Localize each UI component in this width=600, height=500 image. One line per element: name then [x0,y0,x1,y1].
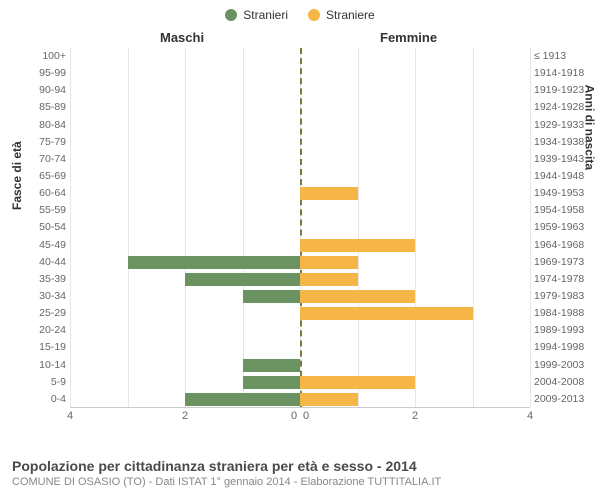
age-label: 75-79 [6,134,66,151]
birth-year-label: ≤ 1913 [534,48,600,65]
age-row: 90-941919-1923 [70,82,530,99]
age-label: 85-89 [6,99,66,116]
age-row: 50-541959-1963 [70,219,530,236]
birth-year-label: 1989-1993 [534,322,600,339]
age-label: 45-49 [6,237,66,254]
chart-container: Stranieri Straniere Maschi Femmine Fasce… [0,0,600,500]
birth-year-label: 1979-1983 [534,288,600,305]
bar-male [128,256,301,269]
legend-item-female: Straniere [308,8,375,22]
age-row: 40-441969-1973 [70,254,530,271]
birth-year-label: 1984-1988 [534,305,600,322]
birth-year-label: 1974-1978 [534,271,600,288]
chart-title: Popolazione per cittadinanza straniera p… [12,458,588,474]
age-row: 60-641949-1953 [70,185,530,202]
x-tick: 2 [412,410,418,422]
age-row: 55-591954-1958 [70,202,530,219]
birth-year-label: 1939-1943 [534,151,600,168]
bar-female [300,393,358,406]
birth-year-label: 1924-1928 [534,99,600,116]
age-label: 25-29 [6,305,66,322]
age-row: 95-991914-1918 [70,65,530,82]
age-row: 80-841929-1933 [70,117,530,134]
bar-male [243,290,301,303]
bar-male [185,393,300,406]
age-row: 0-42009-2013 [70,391,530,408]
chart-area: 100+≤ 191395-991914-191890-941919-192385… [70,48,530,426]
birth-year-label: 1964-1968 [534,237,600,254]
age-label: 40-44 [6,254,66,271]
age-label: 50-54 [6,219,66,236]
legend-label-male: Stranieri [243,8,288,22]
x-tick: 0 [291,410,297,422]
age-label: 15-19 [6,339,66,356]
birth-year-label: 1999-2003 [534,357,600,374]
birth-year-label: 1934-1938 [534,134,600,151]
bar-female [300,290,415,303]
age-row: 100+≤ 1913 [70,48,530,65]
panel-label-male: Maschi [160,30,204,45]
age-row: 70-741939-1943 [70,151,530,168]
chart-subtitle: COMUNE DI OSASIO (TO) - Dati ISTAT 1° ge… [12,476,588,488]
legend-swatch-male [225,9,237,21]
age-row: 75-791934-1938 [70,134,530,151]
bar-female [300,376,415,389]
birth-year-label: 1949-1953 [534,185,600,202]
age-row: 30-341979-1983 [70,288,530,305]
plot: 100+≤ 191395-991914-191890-941919-192385… [70,48,530,408]
birth-year-label: 1954-1958 [534,202,600,219]
bar-female [300,256,358,269]
age-row: 45-491964-1968 [70,237,530,254]
bar-male [185,273,300,286]
birth-year-label: 1919-1923 [534,82,600,99]
bar-female [300,239,415,252]
birth-year-label: 1929-1933 [534,117,600,134]
age-label: 95-99 [6,65,66,82]
bar-female [300,187,358,200]
age-row: 20-241989-1993 [70,322,530,339]
legend-swatch-female [308,9,320,21]
age-label: 65-69 [6,168,66,185]
birth-year-label: 1959-1963 [534,219,600,236]
birth-year-label: 2009-2013 [534,391,600,408]
age-label: 60-64 [6,185,66,202]
panel-label-female: Femmine [380,30,437,45]
age-row: 15-191994-1998 [70,339,530,356]
age-label: 35-39 [6,271,66,288]
age-label: 30-34 [6,288,66,305]
x-tick: 4 [67,410,73,422]
birth-year-label: 1944-1948 [534,168,600,185]
age-label: 5-9 [6,374,66,391]
age-row: 85-891924-1928 [70,99,530,116]
bar-male [243,359,301,372]
age-row: 10-141999-2003 [70,357,530,374]
legend: Stranieri Straniere [0,0,600,26]
age-row: 5-92004-2008 [70,374,530,391]
age-label: 70-74 [6,151,66,168]
x-tick: 4 [527,410,533,422]
birth-year-label: 1969-1973 [534,254,600,271]
age-label: 20-24 [6,322,66,339]
age-label: 80-84 [6,117,66,134]
bar-male [243,376,301,389]
age-row: 65-691944-1948 [70,168,530,185]
chart-footer: Popolazione per cittadinanza straniera p… [12,458,588,488]
bar-female [300,307,473,320]
legend-item-male: Stranieri [225,8,288,22]
birth-year-label: 2004-2008 [534,374,600,391]
x-tick: 2 [182,410,188,422]
age-row: 35-391974-1978 [70,271,530,288]
age-label: 55-59 [6,202,66,219]
legend-label-female: Straniere [326,8,375,22]
age-label: 90-94 [6,82,66,99]
birth-year-label: 1914-1918 [534,65,600,82]
birth-year-label: 1994-1998 [534,339,600,356]
age-label: 0-4 [6,391,66,408]
age-row: 25-291984-1988 [70,305,530,322]
x-tick: 0 [303,410,309,422]
age-label: 100+ [6,48,66,65]
bar-female [300,273,358,286]
age-label: 10-14 [6,357,66,374]
gridline [530,48,531,407]
